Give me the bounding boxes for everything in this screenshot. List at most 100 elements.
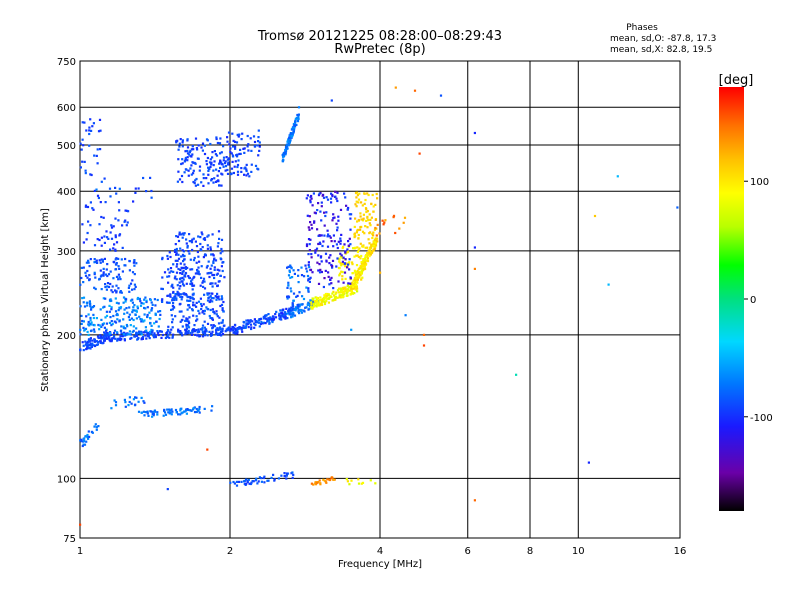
data-point [115,275,119,278]
data-point [372,231,375,234]
data-point [219,333,222,336]
data-point [189,331,192,334]
data-point [335,197,338,200]
data-point [209,308,212,312]
data-point [105,288,108,291]
data-point [106,263,109,266]
data-point [286,295,289,298]
data-point [240,328,243,331]
data-point [195,147,198,150]
data-point [118,187,121,190]
data-point [342,281,345,284]
data-point [290,135,293,138]
data-point [287,265,290,268]
data-point [161,300,164,303]
data-point [119,291,122,294]
data-point [96,261,99,264]
data-point [166,488,169,491]
data-point [111,322,114,326]
data-point [157,325,160,328]
data-point [374,246,377,249]
data-point [80,266,83,269]
data-point [254,164,258,167]
data-point [188,153,191,156]
data-point [121,335,124,338]
data-point [240,167,243,170]
data-point [121,224,124,227]
data-point [199,284,202,287]
data-point [186,296,189,299]
data-point [120,325,123,328]
data-point [358,273,361,276]
data-point [404,314,407,317]
data-point [367,251,371,254]
data-point [359,215,362,218]
data-point [170,308,173,311]
data-point [103,331,106,334]
data-point [149,322,152,325]
data-point [214,153,217,156]
data-point [105,329,108,332]
data-point [145,190,148,193]
data-point [177,148,180,151]
data-point [214,295,217,298]
data-point [191,161,194,164]
data-point [222,310,225,313]
data-point [284,146,288,149]
data-point [100,215,103,219]
data-point [359,212,362,215]
data-point [90,345,93,348]
data-point [86,205,90,209]
data-point [118,267,121,270]
data-point [369,231,372,234]
data-point [154,304,157,307]
data-point [86,342,89,345]
data-point [295,307,298,310]
data-point [113,331,116,335]
data-point [197,144,200,147]
data-point [323,211,326,214]
data-point [122,318,125,321]
data-point [312,302,316,305]
data-point [251,320,254,323]
data-point [179,295,182,298]
data-point [180,255,183,258]
data-point [184,158,187,161]
data-point [101,342,104,345]
data-point [191,282,194,285]
data-point [256,167,259,170]
data-point [137,400,140,403]
data-point [117,287,120,290]
data-point [217,230,221,233]
data-point [108,304,111,307]
data-point [222,165,225,168]
data-point [115,291,118,294]
data-point [246,481,249,484]
data-point [226,136,229,139]
data-point [93,425,96,428]
data-point [247,143,250,146]
data-point [236,163,240,167]
data-point [81,444,84,448]
data-point [220,161,223,164]
data-point [161,298,164,301]
data-point [302,297,306,301]
data-point [183,263,186,266]
data-point [326,294,329,297]
data-point [86,345,89,348]
data-point [93,273,96,276]
data-point [318,192,321,195]
data-point [215,331,218,334]
data-point [102,335,105,338]
data-point [220,295,223,298]
data-point [112,337,115,340]
data-point [189,149,192,152]
data-point [177,158,180,161]
data-point [334,190,337,193]
data-point [91,342,94,345]
data-point [201,330,204,333]
x-tick-label: 6 [465,546,471,557]
data-point [323,277,326,280]
data-point [190,148,193,151]
data-point [150,324,153,327]
